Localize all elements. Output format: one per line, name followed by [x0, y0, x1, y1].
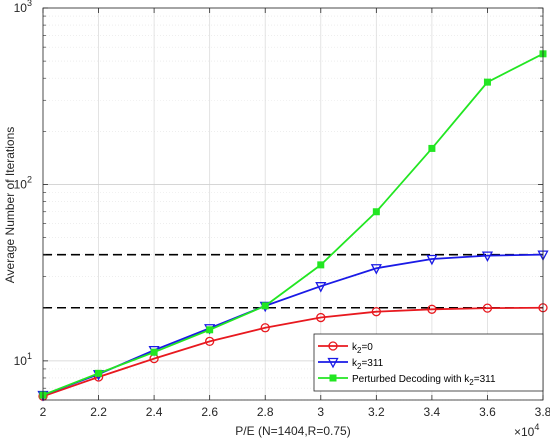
data-point	[150, 348, 158, 356]
y-tick-label: 102	[14, 174, 32, 191]
data-point	[428, 144, 436, 152]
y-axis-label: Average Number of Iterations	[3, 127, 17, 284]
data-point	[372, 208, 380, 216]
series-line	[42, 53, 544, 396]
x-tick-label: 2.2	[90, 405, 107, 419]
data-point	[426, 254, 438, 266]
x-tick-label: 3.2	[368, 405, 385, 419]
plot-frame	[42, 7, 544, 401]
data-point	[316, 312, 326, 323]
legend-label: Perturbed Decoding with k2=311	[352, 374, 496, 387]
data-point	[482, 303, 493, 313]
legend: k2=0 k2=311 Perturbed Decoding with k2=311	[313, 333, 544, 392]
data-point	[317, 261, 325, 269]
x-axis-exponent-base: ×10	[514, 425, 535, 439]
x-axis-exponent-power: 4	[534, 422, 539, 432]
data-point	[315, 282, 327, 293]
series-layer	[37, 50, 549, 402]
x-tick-label: 2.6	[201, 405, 218, 419]
y-tick-label: 101	[14, 351, 32, 368]
data-point	[427, 304, 437, 314]
x-tick-label: 3.8	[535, 405, 550, 419]
x-tick-label: 2	[40, 405, 47, 419]
legend-entry: k2=311	[318, 357, 384, 371]
x-tick-label: 3.6	[479, 405, 496, 419]
x-axis-label: P/E (N=1404,R=0.75)	[235, 424, 350, 438]
legend-entry: k2=0	[318, 341, 373, 355]
legend-label: k2=311	[352, 358, 384, 371]
data-point	[371, 307, 381, 317]
legend-marker	[328, 341, 338, 351]
x-tick-label: 2.4	[146, 405, 163, 419]
data-point	[261, 302, 269, 310]
x-tick-labels: 2 2.2 2.4 2.6 2.8 3 3.2 3.4 3.6 3.8	[40, 405, 550, 419]
legend-label: k2=0	[352, 342, 373, 355]
y-tick-label: 103	[14, 0, 32, 15]
series-line	[42, 306, 544, 398]
data-point	[95, 369, 103, 377]
legend-marker	[327, 357, 339, 369]
data-point	[260, 323, 270, 333]
data-point	[206, 326, 214, 334]
legend-marker	[329, 374, 337, 382]
y-tick-labels: 101 102 103	[14, 0, 32, 368]
x-tick-label: 3.4	[424, 405, 441, 419]
data-point	[481, 251, 494, 262]
legend-box	[313, 333, 544, 392]
x-tick-label: 3	[317, 405, 324, 419]
x-tick-label: 2.8	[257, 405, 274, 419]
data-point	[370, 264, 382, 275]
x-axis-exponent: ×104	[514, 422, 539, 439]
legend-entry: Perturbed Decoding with k2=311	[318, 374, 496, 387]
data-point	[483, 78, 491, 86]
data-point	[205, 336, 215, 346]
